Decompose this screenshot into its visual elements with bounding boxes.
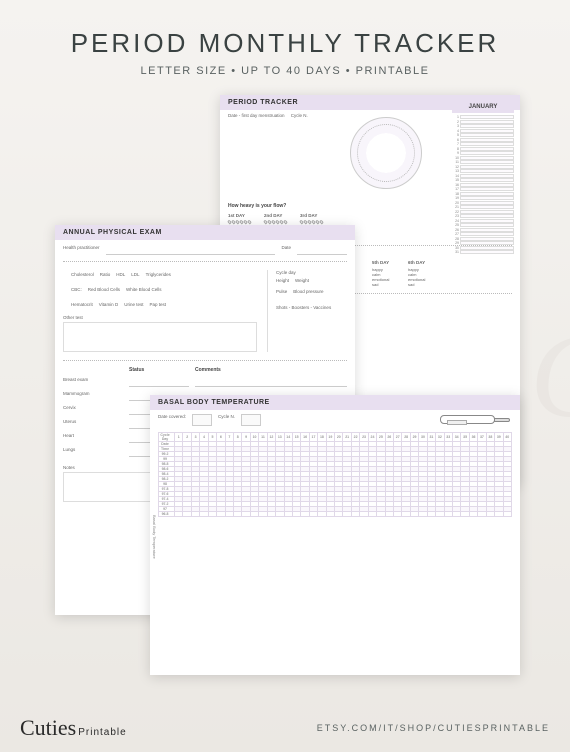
hdl: HDL — [116, 272, 125, 277]
cycle-label: Cycle N. — [291, 113, 308, 118]
status-col: Status — [129, 367, 189, 373]
date-label2: Date — [281, 245, 291, 255]
logo-main: Cuties — [20, 715, 76, 740]
bbt-page: BASAL BODY TEMPERATURE Date covered: Cyc… — [150, 395, 520, 675]
pap: Pap test — [149, 302, 166, 307]
y-axis-label: Basal Body Temperature — [152, 515, 157, 559]
footer: CutiesPrintable ETSY.COM/IT/SHOP/CUTIESP… — [0, 704, 570, 752]
date-covered: Date covered: — [158, 414, 186, 426]
shots: Shots - Boosters - Vaccines — [276, 305, 347, 310]
bp: Blood pressure — [293, 289, 323, 294]
cycle-n3: Cycle N. — [218, 414, 235, 426]
logo-sub: Printable — [78, 727, 126, 738]
page2-title: ANNUAL PHYSICAL EXAM — [55, 225, 355, 240]
main-title: PERIOD MONTHLY TRACKER — [0, 28, 570, 59]
subtitle: LETTER SIZE • UP TO 40 DAYS • PRINTABLE — [0, 65, 570, 77]
chol: Cholesterol — [71, 272, 94, 277]
height: Height — [276, 278, 289, 283]
date-label: Date - first day menstruation — [228, 113, 285, 118]
page3-title: BASAL BODY TEMPERATURE — [150, 395, 520, 410]
hp-label: Health practitioner — [63, 245, 100, 255]
pulse: Pulse — [276, 289, 287, 294]
ldl: LDL — [131, 272, 139, 277]
title-block: PERIOD MONTHLY TRACKER LETTER SIZE • UP … — [0, 0, 570, 95]
bbt-chart: Cycle Day1234567891011121314151617181920… — [150, 428, 520, 521]
other-test: Other test — [63, 315, 257, 320]
weight: Weight — [295, 278, 309, 283]
shop-url: ETSY.COM/IT/SHOP/CUTIESPRINTABLE — [317, 723, 550, 733]
vitd: Vitamin D — [99, 302, 118, 307]
cycle-dial — [350, 117, 422, 189]
thermometer-icon — [440, 413, 510, 427]
urine: Urine test — [124, 302, 143, 307]
cbc: CBC: — [71, 287, 82, 292]
wbc: White Blood Cells — [126, 287, 162, 292]
logo: CutiesPrintable — [20, 715, 127, 741]
comments-col: Comments — [195, 367, 347, 373]
pages-container: PERIOD TRACKER Date - first day menstrua… — [0, 95, 570, 655]
hema: Hematocrit — [71, 302, 93, 307]
calendar-month: JANUARY — [452, 101, 514, 113]
rbc: Red Blood Cells — [88, 287, 120, 292]
calendar: JANUARY 12345678910111213141516171819202… — [452, 101, 514, 254]
ratio: Ratio — [100, 272, 111, 277]
trig: Triglycerides — [146, 272, 171, 277]
